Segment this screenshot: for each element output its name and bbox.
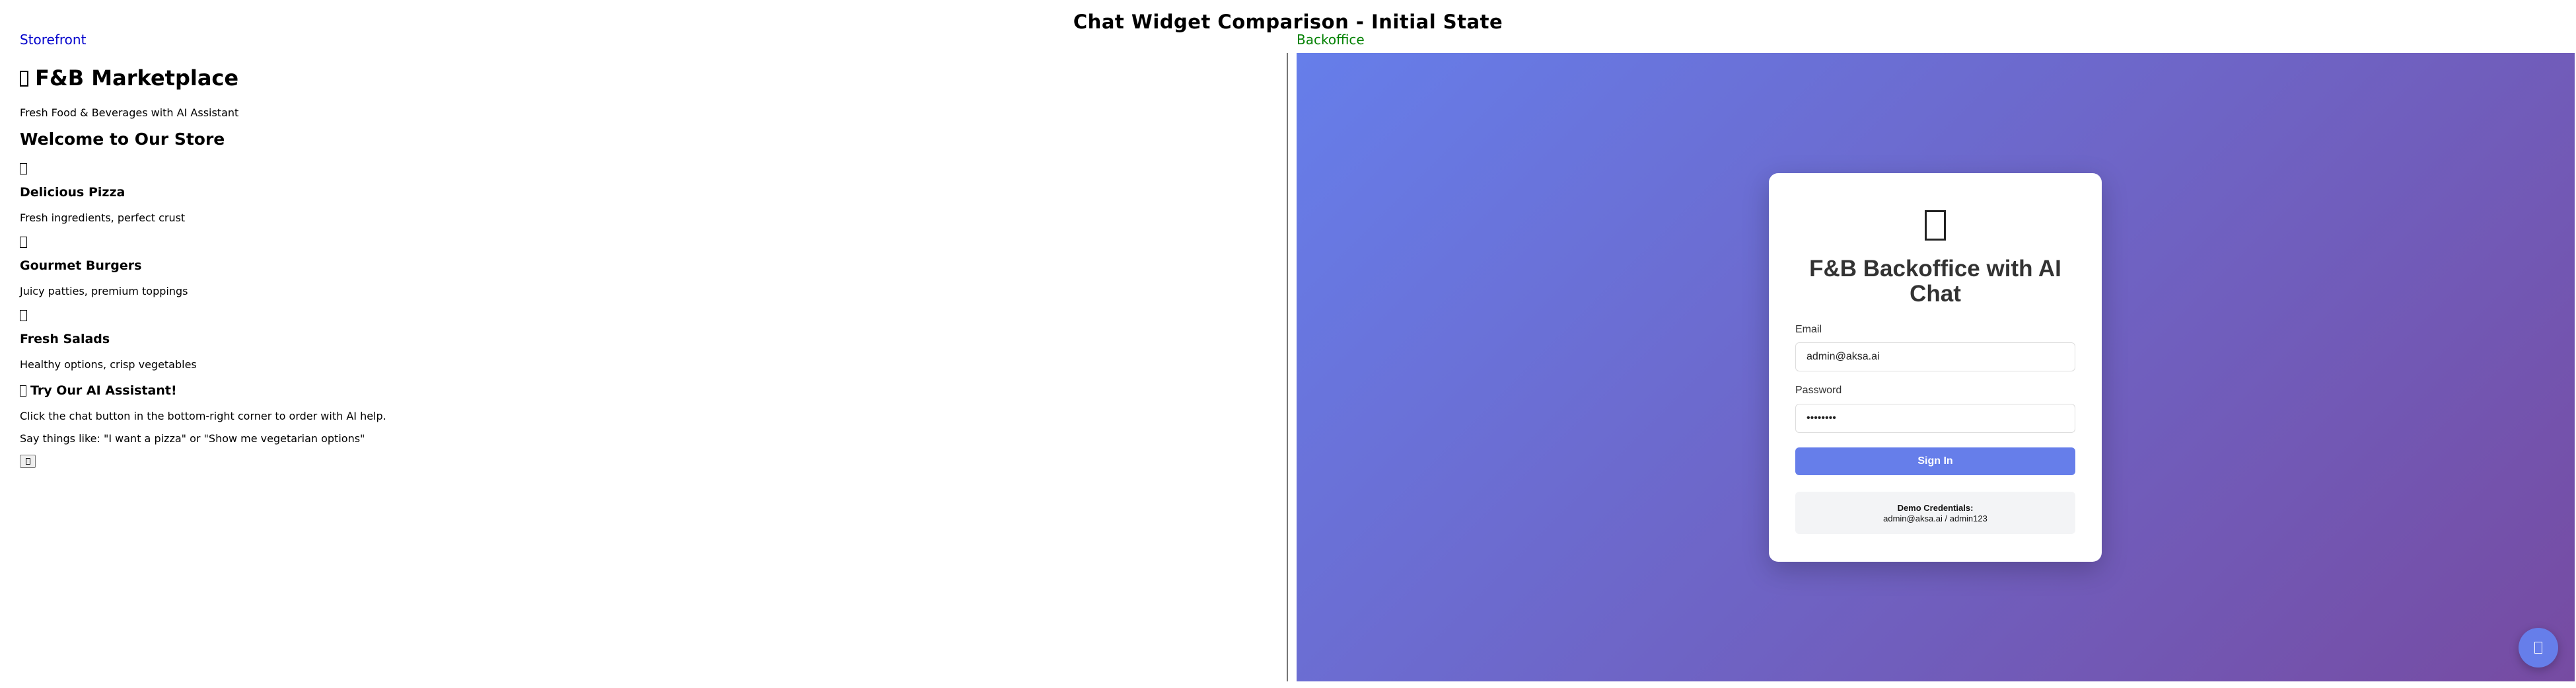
chat-icon: [25, 458, 30, 465]
product-name: Delicious Pizza: [20, 185, 125, 200]
storefront-label: Storefront: [20, 32, 87, 48]
promo-heading-text: Try Our AI Assistant!: [30, 383, 177, 398]
welcome-heading: Welcome to Our Store: [20, 130, 225, 149]
storefront-pane: F&B Marketplace Fresh Food & Beverages w…: [0, 53, 1287, 681]
restaurant-icon: [1925, 210, 1946, 241]
pane-divider: [1287, 53, 1288, 681]
pizza-icon: [20, 162, 27, 174]
store-logo-icon: [20, 71, 28, 87]
store-heading: F&B Marketplace: [20, 65, 238, 91]
robot-icon: [20, 385, 26, 397]
product-name: Gourmet Burgers: [20, 258, 142, 273]
backoffice-pane: F&B Backoffice with AI Chat Email Passwo…: [1297, 53, 2575, 681]
burger-icon: [20, 235, 27, 248]
backoffice-label: Backoffice: [1297, 32, 1365, 48]
email-field[interactable]: [1795, 342, 2075, 371]
chat-fab-button[interactable]: [2519, 628, 2558, 668]
demo-text: admin@aksa.ai / admin123: [1883, 514, 1987, 523]
promo-line-2: Say things like: "I want a pizza" or "Sh…: [20, 432, 365, 445]
store-heading-text: F&B Marketplace: [35, 65, 239, 91]
promo-line-1: Click the chat button in the bottom-righ…: [20, 410, 386, 422]
promo-heading: Try Our AI Assistant!: [20, 383, 177, 398]
product-desc: Healthy options, crisp vegetables: [20, 358, 197, 371]
product-name: Fresh Salads: [20, 332, 110, 346]
store-tagline: Fresh Food & Beverages with AI Assistant: [20, 106, 239, 119]
password-field[interactable]: [1795, 404, 2075, 433]
demo-credentials: Demo Credentials: admin@aksa.ai / admin1…: [1795, 492, 2075, 534]
product-desc: Fresh ingredients, perfect crust: [20, 211, 186, 224]
page-title: Chat Widget Comparison - Initial State: [1073, 11, 1503, 33]
login-card: F&B Backoffice with AI Chat Email Passwo…: [1769, 173, 2102, 562]
chat-icon: [2534, 642, 2542, 654]
sign-in-button[interactable]: Sign In: [1795, 447, 2075, 475]
storefront-chat-button[interactable]: [20, 455, 36, 468]
login-title: F&B Backoffice with AI Chat: [1809, 256, 2061, 307]
email-label: Email: [1795, 324, 1822, 335]
demo-title: Demo Credentials:: [1897, 503, 1974, 513]
password-label: Password: [1795, 385, 1842, 396]
product-desc: Juicy patties, premium toppings: [20, 285, 188, 297]
salad-icon: [20, 309, 27, 321]
